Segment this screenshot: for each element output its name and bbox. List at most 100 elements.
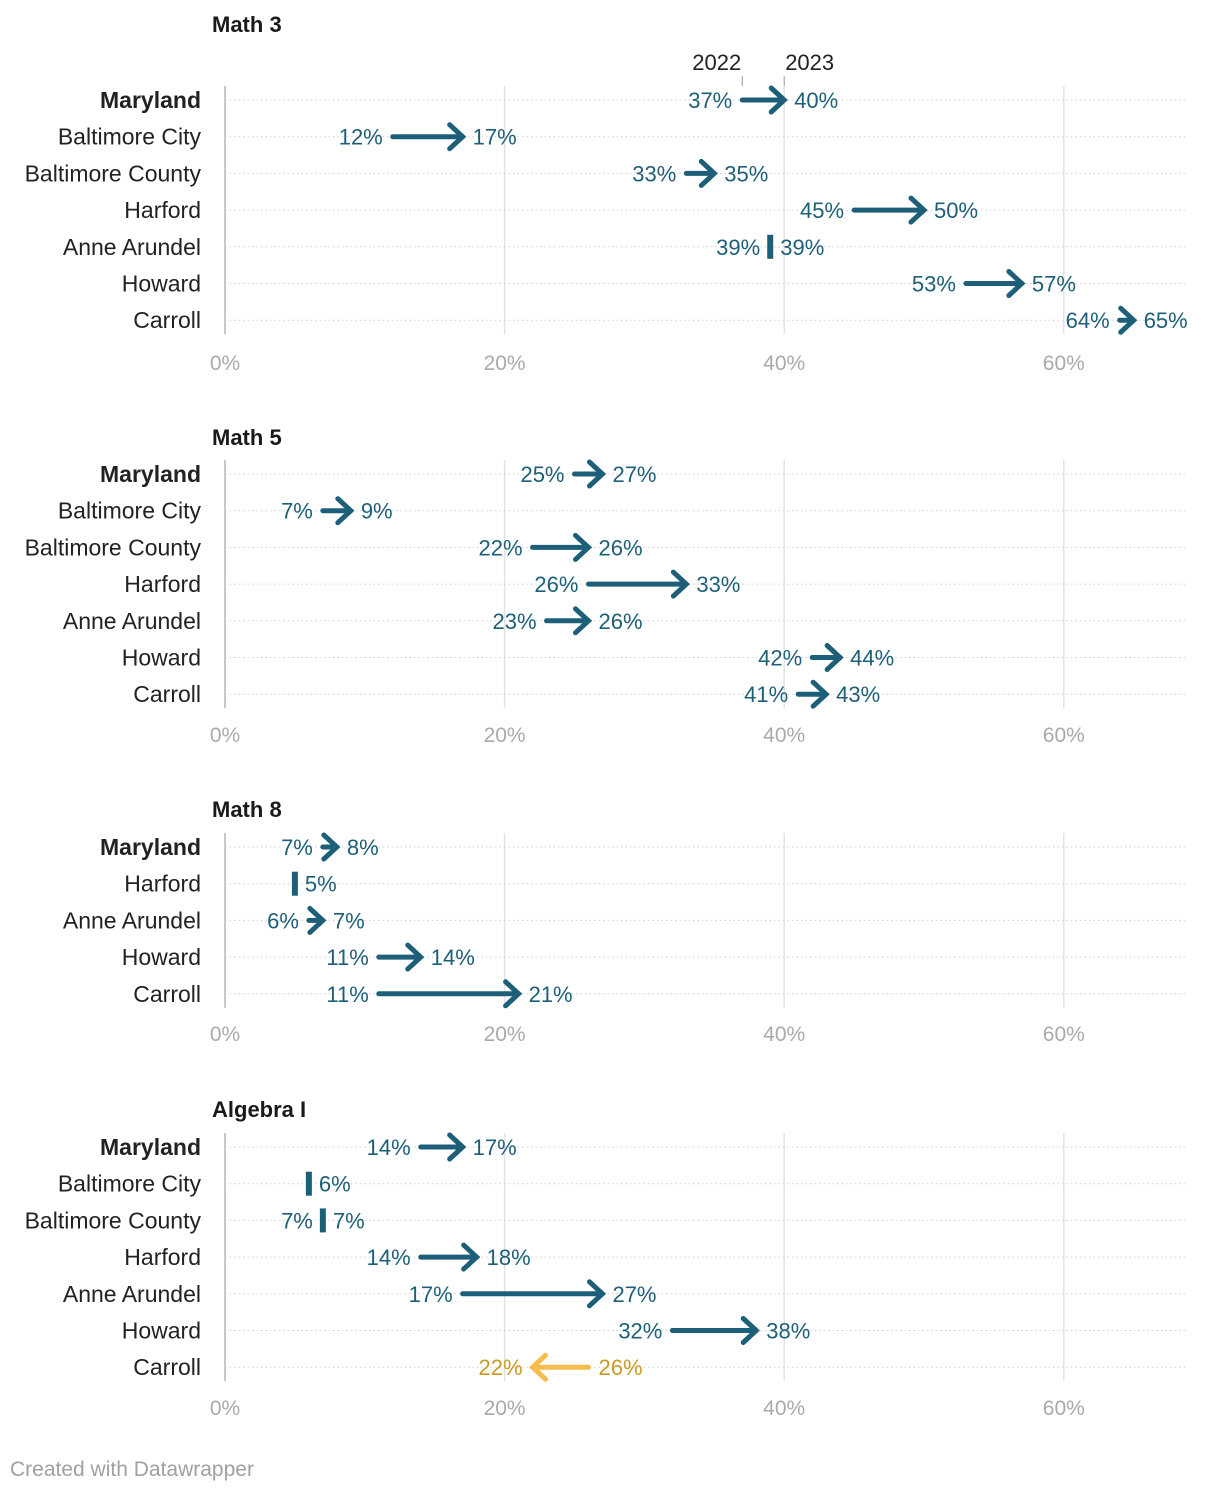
value-2022-label: 12% — [339, 125, 383, 150]
row-label: Howard — [122, 271, 201, 297]
row-maryland: Maryland 37% 40% — [100, 85, 1186, 115]
value-2022-label: 17% — [409, 1282, 453, 1307]
arrow-head — [768, 85, 788, 115]
value-2022-label: 22% — [479, 535, 523, 560]
arrow-head — [335, 496, 355, 526]
value-2023-label: 38% — [766, 1319, 810, 1344]
row-label: Anne Arundel — [63, 234, 201, 260]
row-label: Harford — [124, 571, 201, 597]
x-tick-label: 20% — [484, 352, 526, 375]
arrow-head — [447, 1132, 467, 1162]
row-label: Howard — [122, 944, 201, 970]
value-2023-label: 50% — [934, 198, 978, 223]
arrow-head — [1118, 305, 1138, 335]
row-baltimore-county: Baltimore County 7% 7% — [25, 1207, 1186, 1233]
row-label: Maryland — [100, 461, 201, 487]
value-2023-label: 9% — [361, 499, 393, 524]
x-tick-label: 0% — [210, 724, 240, 747]
value-2023-label: 17% — [473, 1135, 517, 1160]
value-2023-label: 22% — [479, 1355, 523, 1380]
panel-title: Math 3 — [212, 12, 282, 37]
x-tick-label: 0% — [210, 352, 240, 375]
row-label: Maryland — [100, 834, 201, 860]
row-howard: Howard 11% 14% — [122, 942, 1186, 972]
value-2023-label: 8% — [347, 835, 379, 860]
no-change-marker — [767, 234, 774, 259]
value-2023-label: 44% — [850, 646, 894, 671]
row-label: Baltimore County — [25, 1207, 202, 1233]
panel-title: Algebra I — [212, 1097, 306, 1122]
x-tick-label: 40% — [763, 1397, 805, 1420]
value-2023-label: 57% — [1032, 272, 1076, 297]
value-2022-label: 14% — [367, 1135, 411, 1160]
row-harford: Harford 26% 33% — [124, 569, 1186, 599]
value-2023-label: 21% — [529, 982, 573, 1007]
arrow-head — [670, 569, 691, 599]
value-2023-label: 35% — [724, 161, 768, 186]
value-2022-label: 7% — [281, 1208, 313, 1233]
value-2023-label: 26% — [598, 535, 642, 560]
row-label: Carroll — [133, 681, 201, 707]
value-2023-label: 27% — [612, 462, 656, 487]
row-carroll: Carroll 22% 26% — [133, 1352, 1186, 1382]
panel-math-8: Math 8 0% 20% 40% 60% Maryland 7% 8% Harford 5% An… — [63, 797, 1186, 1046]
x-tick-label: 20% — [484, 1397, 526, 1420]
value-2023-label: 18% — [487, 1245, 531, 1270]
value-2023-label: 6% — [319, 1172, 351, 1197]
arrow-head — [810, 679, 830, 709]
row-howard: Howard 42% 44% — [122, 643, 1186, 672]
row-label: Baltimore City — [58, 1171, 202, 1197]
value-2022-label: 32% — [618, 1319, 662, 1344]
arrow-head — [503, 979, 523, 1009]
row-howard: Howard 53% 57% — [122, 269, 1186, 298]
no-change-marker — [305, 1171, 312, 1196]
x-tick-label: 60% — [1043, 1397, 1085, 1420]
value-2023-label: 5% — [305, 872, 337, 897]
legend-2023: 2023 — [785, 50, 834, 75]
panel-math-5: Math 5 0% 20% 40% 60% Maryland 25% 27% Baltimore… — [25, 425, 1186, 747]
row-maryland: Maryland 25% 27% — [100, 459, 1186, 489]
panel-title: Math 8 — [212, 797, 282, 822]
row-label: Harford — [124, 197, 201, 223]
row-label: Anne Arundel — [63, 1281, 201, 1307]
row-label: Carroll — [133, 307, 201, 333]
value-2022-label: 14% — [367, 1245, 411, 1270]
row-maryland: Maryland 14% 17% — [100, 1132, 1186, 1162]
arrow-head — [321, 832, 341, 862]
value-2023-label: 40% — [794, 88, 838, 113]
no-change-marker — [319, 1208, 326, 1233]
arrow-head — [908, 195, 928, 225]
arrow-head — [586, 1279, 607, 1309]
row-harford: Harford 5% — [124, 871, 1186, 897]
value-2022-label: 11% — [326, 945, 368, 970]
value-2022-label: 6% — [267, 908, 299, 933]
row-label: Maryland — [100, 1134, 201, 1160]
x-tick-label: 40% — [763, 352, 805, 375]
row-label: Baltimore City — [58, 498, 202, 524]
value-2023-label: 39% — [780, 235, 824, 260]
value-2022-label: 37% — [688, 88, 732, 113]
arrow-head — [307, 905, 327, 935]
value-2022-label: 64% — [1066, 308, 1110, 333]
arrow-head — [1006, 269, 1026, 298]
panel-algebra-i: Algebra I 0% 20% 40% 60% Maryland 14% 17% Baltim… — [25, 1097, 1186, 1420]
row-label: Harford — [124, 871, 201, 897]
row-howard: Howard 32% 38% — [122, 1316, 1186, 1345]
row-carroll: Carroll 64% 65% — [133, 305, 1188, 335]
row-anne-arundel: Anne Arundel 23% 26% — [63, 606, 1186, 636]
value-2022-label: 42% — [758, 646, 802, 671]
panel-math-3: Math 3 0% 20% 40% 60% 2022 2023 Maryland 37% 40% B… — [25, 12, 1188, 375]
footer-credit[interactable]: Created with Datawrapper — [10, 1458, 254, 1481]
row-anne-arundel: Anne Arundel 39% 39% — [63, 234, 1186, 260]
x-tick-label: 0% — [210, 1397, 240, 1420]
value-2022-label: 23% — [492, 609, 536, 634]
arrow-head — [572, 606, 593, 636]
value-2023-label: 7% — [333, 908, 365, 933]
x-tick-label: 60% — [1043, 724, 1085, 747]
arrow-head — [528, 1352, 549, 1382]
arrow-head — [586, 459, 607, 489]
x-tick-label: 40% — [763, 1023, 805, 1046]
row-label: Anne Arundel — [63, 907, 201, 933]
legend-2022: 2022 — [692, 50, 741, 75]
